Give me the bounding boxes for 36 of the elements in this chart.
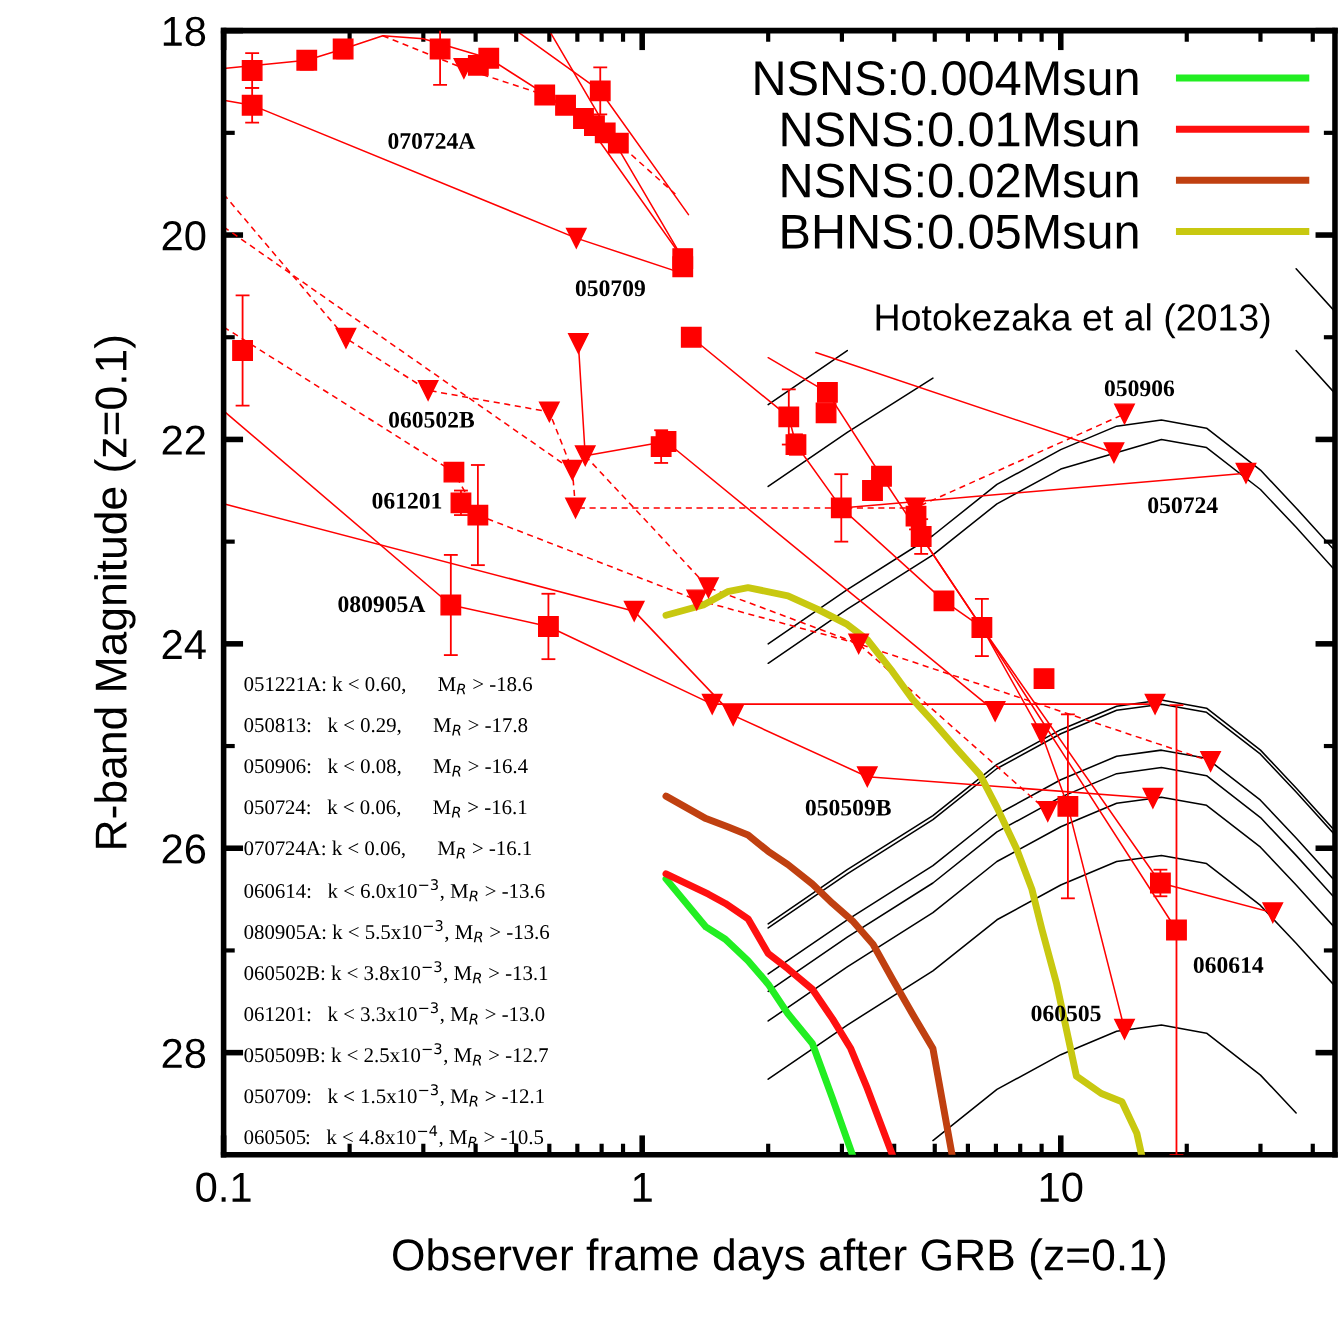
annotation: 050709: k < 1.5x10$^{−3}$, M$_{R}$ > -12.1 — [244, 1084, 544, 1107]
x-axis-title: Observer frame days after GRB (z=0.1) — [393, 1238, 1165, 1280]
annotation: 080905A — [338, 596, 426, 613]
annotation: 070724A: k < 0.06, M$_{R}$ > -16.1 — [244, 840, 532, 859]
annotation: 050724 — [1148, 497, 1218, 514]
annotation: Hotokezaka et al (2013) — [876, 303, 1270, 339]
annotation: 080905A: k < 5.5x10$^{−3}$, M$_{R}$ > -13.6 — [244, 920, 550, 943]
annotation: 070724A — [388, 133, 476, 149]
legend-label: BHNS:0.05Msun — [782, 214, 1138, 249]
annotation: 060502B: k < 3.8x10$^{−3}$, M$_{R}$ > -13.1 — [244, 961, 548, 984]
annotation: 050509B: k < 2.5x10$^{−3}$, M$_{R}$ > -12.7 — [244, 1043, 548, 1066]
y-tick-label: 22 — [162, 425, 205, 455]
y-tick-label: 20 — [162, 221, 206, 251]
y-axis-title: R-band Magnitude (z=0.1) — [94, 336, 136, 848]
annotation: 050906: k < 0.08, M$_{R}$ > -16.4 — [244, 758, 528, 777]
annotation: 060502B — [389, 411, 475, 428]
annotation: 050813: k < 0.29, M$_{R}$ > -17.8 — [244, 717, 528, 736]
legend-label: NSNS:0.02Msun — [782, 163, 1138, 198]
annotation: 061201: k < 3.3x10$^{−3}$, M$_{R}$ > -13.0 — [244, 1002, 545, 1025]
annotation: 050906 — [1104, 380, 1175, 397]
annotation: 060614 — [1193, 957, 1264, 974]
x-tick-label: 10 — [1040, 1172, 1083, 1203]
annotation: 050724: k < 0.06, M$_{R}$ > -16.1 — [244, 799, 527, 818]
y-tick-label: 26 — [162, 834, 206, 864]
annotation: 061201 — [372, 492, 442, 509]
annotation: 050709 — [575, 280, 645, 297]
y-tick-label: 18 — [163, 16, 206, 47]
y-tick-label: 28 — [162, 1038, 206, 1069]
annotation: 060614: k < 6.0x10$^{−3}$, M$_{R}$ > -13.6 — [244, 879, 545, 902]
annotation: 051221A: k < 0.60, M$_{R}$ > -18.6 — [244, 676, 533, 695]
x-tick-label: 0.1 — [196, 1172, 251, 1203]
y-tick-label: 24 — [162, 629, 206, 659]
annotation: 050509B — [805, 799, 891, 816]
x-tick-label: 1 — [633, 1173, 652, 1202]
legend-label: NSNS:0.01Msun — [782, 112, 1138, 147]
legend-label: NSNS:0.004Msun — [755, 61, 1138, 96]
